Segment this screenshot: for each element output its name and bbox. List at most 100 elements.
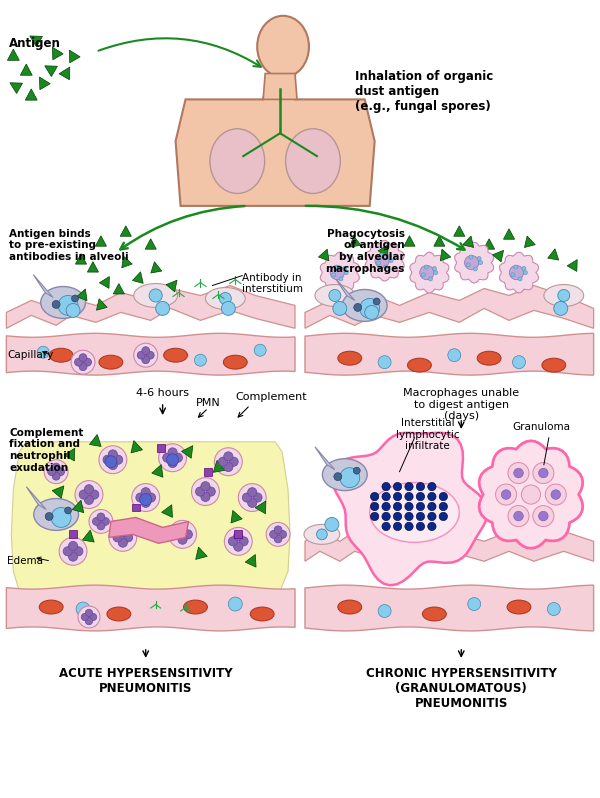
Text: PMN: PMN <box>196 398 220 408</box>
Polygon shape <box>331 433 488 585</box>
Circle shape <box>71 295 79 302</box>
Circle shape <box>57 468 65 476</box>
Ellipse shape <box>49 348 73 362</box>
Circle shape <box>416 483 425 491</box>
Polygon shape <box>255 501 266 514</box>
Polygon shape <box>157 444 164 452</box>
Polygon shape <box>567 259 577 271</box>
Circle shape <box>79 363 87 370</box>
Circle shape <box>108 450 118 459</box>
Circle shape <box>469 255 473 259</box>
Ellipse shape <box>304 524 340 544</box>
Polygon shape <box>166 280 177 292</box>
Circle shape <box>85 496 94 504</box>
Circle shape <box>370 512 379 520</box>
Polygon shape <box>305 334 593 375</box>
Polygon shape <box>335 278 355 301</box>
Circle shape <box>52 301 60 308</box>
Circle shape <box>168 458 177 468</box>
Polygon shape <box>7 585 295 631</box>
Circle shape <box>551 490 560 500</box>
Circle shape <box>439 512 448 520</box>
Circle shape <box>65 507 71 514</box>
Circle shape <box>333 302 347 315</box>
Ellipse shape <box>370 483 459 543</box>
Circle shape <box>464 255 479 270</box>
Text: Inhalation of organic
dust antigen
(e.g., fungal spores): Inhalation of organic dust antigen (e.g.… <box>355 69 493 113</box>
Circle shape <box>405 492 413 500</box>
Circle shape <box>201 482 210 491</box>
Circle shape <box>539 468 548 478</box>
Polygon shape <box>72 500 84 512</box>
Circle shape <box>173 530 182 539</box>
Circle shape <box>365 306 379 319</box>
Polygon shape <box>440 249 451 261</box>
Text: Phagocytosis
of antigen
by alveolar
macrophages: Phagocytosis of antigen by alveolar macr… <box>325 229 404 274</box>
Circle shape <box>229 597 242 611</box>
Circle shape <box>191 478 220 505</box>
Ellipse shape <box>257 16 309 77</box>
Text: Interstitial
lymphocytic
infiltrate: Interstitial lymphocytic infiltrate <box>395 418 459 451</box>
Polygon shape <box>484 239 494 249</box>
Circle shape <box>167 454 179 466</box>
Circle shape <box>344 271 348 275</box>
Circle shape <box>521 485 541 504</box>
Circle shape <box>52 472 60 480</box>
Polygon shape <box>88 262 98 272</box>
Polygon shape <box>305 585 593 631</box>
Circle shape <box>183 530 193 539</box>
Polygon shape <box>305 286 593 328</box>
Polygon shape <box>378 245 388 256</box>
Polygon shape <box>315 447 335 470</box>
Circle shape <box>79 490 88 500</box>
Circle shape <box>354 303 362 311</box>
Circle shape <box>163 453 172 462</box>
Circle shape <box>518 277 522 281</box>
Ellipse shape <box>544 285 584 306</box>
Circle shape <box>473 267 478 271</box>
Polygon shape <box>7 286 295 328</box>
Polygon shape <box>152 464 163 477</box>
Circle shape <box>224 452 233 461</box>
Circle shape <box>332 273 336 277</box>
Circle shape <box>340 468 360 488</box>
Circle shape <box>97 522 105 530</box>
Polygon shape <box>404 235 415 247</box>
Circle shape <box>248 498 257 508</box>
Circle shape <box>405 522 413 531</box>
Circle shape <box>58 295 78 315</box>
Circle shape <box>339 277 343 281</box>
Circle shape <box>434 271 438 275</box>
Polygon shape <box>365 240 404 281</box>
Circle shape <box>547 602 560 615</box>
Ellipse shape <box>99 355 123 369</box>
Circle shape <box>325 517 339 531</box>
Circle shape <box>329 290 341 302</box>
Circle shape <box>194 354 206 366</box>
Text: Macrophages unable
to digest antigen
(days): Macrophages unable to digest antigen (da… <box>403 388 520 421</box>
Circle shape <box>118 527 127 537</box>
Circle shape <box>89 509 113 533</box>
Polygon shape <box>231 511 242 523</box>
Circle shape <box>479 261 482 265</box>
Polygon shape <box>122 256 132 268</box>
Circle shape <box>533 463 554 484</box>
Circle shape <box>66 303 80 318</box>
Circle shape <box>47 468 56 476</box>
Text: Capillary: Capillary <box>7 350 53 360</box>
Circle shape <box>75 480 103 508</box>
Circle shape <box>466 263 470 267</box>
Polygon shape <box>319 249 329 261</box>
Polygon shape <box>181 445 193 458</box>
Polygon shape <box>305 531 593 561</box>
Polygon shape <box>455 243 494 283</box>
Circle shape <box>214 448 242 476</box>
Circle shape <box>269 531 278 539</box>
Ellipse shape <box>134 283 178 307</box>
Ellipse shape <box>41 286 85 318</box>
Polygon shape <box>82 530 94 542</box>
Text: ACUTE HYPERSENSITIVITY
PNEUMONITIS: ACUTE HYPERSENSITIVITY PNEUMONITIS <box>59 667 233 695</box>
Circle shape <box>317 529 327 539</box>
Polygon shape <box>64 448 75 461</box>
Circle shape <box>140 493 152 505</box>
